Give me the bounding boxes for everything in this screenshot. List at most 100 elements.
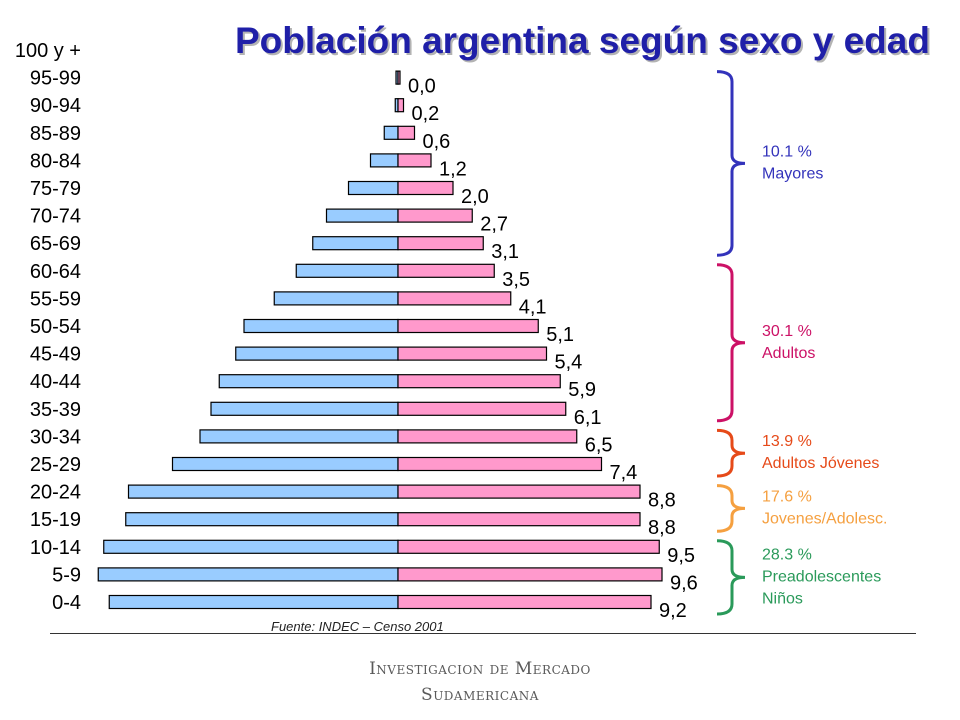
value-label: 7,4 — [610, 462, 638, 484]
value-label: 5,9 — [568, 379, 596, 401]
category-label: 5-9 — [52, 564, 81, 586]
female-bar — [397, 236, 484, 251]
logo-line-2: Sudamericana — [421, 685, 539, 705]
value-label: 3,1 — [491, 241, 519, 263]
female-bar — [397, 539, 660, 554]
value-label: 0,2 — [412, 103, 440, 125]
segment-percent: 28.3 % — [762, 546, 812, 563]
segment-label: Jovenes/Adolesc. — [762, 510, 887, 527]
value-label: 9,2 — [659, 600, 687, 622]
male-bar — [273, 291, 399, 306]
female-bar — [397, 180, 454, 196]
male-bar — [235, 346, 399, 361]
value-label: 6,5 — [585, 434, 613, 456]
male-bar — [218, 374, 399, 389]
male-bar — [108, 594, 399, 610]
female-bar — [397, 263, 495, 278]
male-bar — [199, 429, 399, 444]
value-label: 8,8 — [648, 517, 676, 539]
value-label: 9,5 — [667, 545, 695, 567]
segment-label: Mayores — [762, 165, 823, 182]
category-label: 85-89 — [30, 123, 81, 145]
logo: Investigacion de Mercado Sudamericana — [300, 656, 660, 708]
category-label: 20-24 — [30, 482, 81, 504]
value-label: 5,4 — [555, 352, 583, 374]
segment-label: Adultos — [762, 345, 815, 362]
segment-brace — [716, 263, 746, 423]
category-label: 60-64 — [30, 261, 81, 283]
male-bar — [347, 180, 399, 196]
male-bar — [171, 456, 399, 472]
value-label: 2,0 — [461, 186, 489, 208]
female-bar — [397, 594, 652, 610]
segment-label: Adultos Jóvenes — [762, 455, 879, 472]
female-bar — [397, 512, 641, 527]
value-label: 6,1 — [574, 407, 602, 429]
category-label: 80-84 — [30, 150, 81, 172]
footer-divider — [50, 633, 916, 634]
segment-percent: 17.6 % — [762, 488, 812, 505]
category-label: 25-29 — [30, 454, 81, 476]
female-bar — [397, 208, 473, 223]
value-label: 0,6 — [423, 131, 451, 153]
category-label: 95-99 — [30, 68, 81, 90]
female-bar — [397, 98, 405, 113]
segment-label: Preadolescentes — [762, 568, 881, 585]
male-bar — [243, 318, 399, 334]
logo-line-1: Investigacion de Mercado — [369, 659, 591, 679]
value-label: 2,7 — [480, 214, 508, 236]
segment-percent: 30.1 % — [762, 323, 812, 340]
female-bar — [397, 125, 416, 140]
segment-percent: 13.9 % — [762, 433, 812, 450]
male-bar — [383, 125, 399, 140]
male-bar — [125, 512, 399, 527]
value-labels: 0,0 0,2 0,6 1,2 2,0 2,7 3,1 3,5 4,1 5,1 5,4 5,9 6,1 6… — [408, 76, 698, 622]
category-label: 75-79 — [30, 178, 81, 200]
male-bar — [103, 539, 399, 554]
category-label: 70-74 — [30, 206, 81, 228]
category-label: 40-44 — [30, 371, 81, 393]
female-bar — [397, 346, 548, 361]
female-bar — [397, 374, 561, 389]
female-bar — [397, 318, 539, 334]
male-bar — [325, 208, 399, 223]
male-bar — [97, 567, 399, 582]
category-label: 35-39 — [30, 399, 81, 421]
female-bar — [397, 153, 432, 168]
category-label: 10-14 — [30, 537, 81, 559]
category-label: 30-34 — [30, 426, 81, 448]
segment-label: Niños — [762, 590, 803, 607]
female-bar — [397, 484, 641, 499]
segment-percent: 10.1 % — [762, 143, 812, 160]
male-bar — [369, 153, 399, 168]
male-bar — [210, 401, 399, 416]
value-label: 3,5 — [502, 269, 530, 291]
female-bar — [397, 70, 401, 85]
segment-brace — [716, 539, 746, 616]
chart-title: Población argentina según sexo y edad — [235, 20, 930, 61]
age-segments: 10.1 % Mayores 30.1 % Adultos 13.9 % Adultos … — [716, 70, 887, 616]
category-label: 0-4 — [52, 592, 81, 614]
male-bar — [295, 263, 399, 278]
category-label: 50-54 — [30, 316, 81, 338]
category-label: 90-94 — [30, 95, 81, 117]
value-label: 8,8 — [648, 490, 676, 512]
value-label: 9,6 — [670, 572, 698, 594]
female-bar — [397, 429, 578, 444]
value-label: 0,0 — [408, 76, 436, 98]
segment-brace — [716, 428, 746, 478]
female-bar — [397, 567, 663, 582]
female-bar — [397, 291, 512, 306]
category-label: 65-69 — [30, 233, 81, 255]
female-bar — [397, 456, 603, 472]
source-note: Fuente: INDEC – Censo 2001 — [271, 619, 444, 634]
segment-brace — [716, 70, 746, 257]
male-bar — [127, 484, 399, 499]
category-labels: 100 y + 95-99 90-94 85-89 80-84 75-79 70-74 65-… — [15, 40, 81, 614]
value-label: 5,1 — [546, 324, 574, 346]
category-label: 55-59 — [30, 288, 81, 310]
segment-brace — [716, 484, 746, 533]
category-label: 15-19 — [30, 509, 81, 531]
female-bar — [397, 401, 567, 416]
